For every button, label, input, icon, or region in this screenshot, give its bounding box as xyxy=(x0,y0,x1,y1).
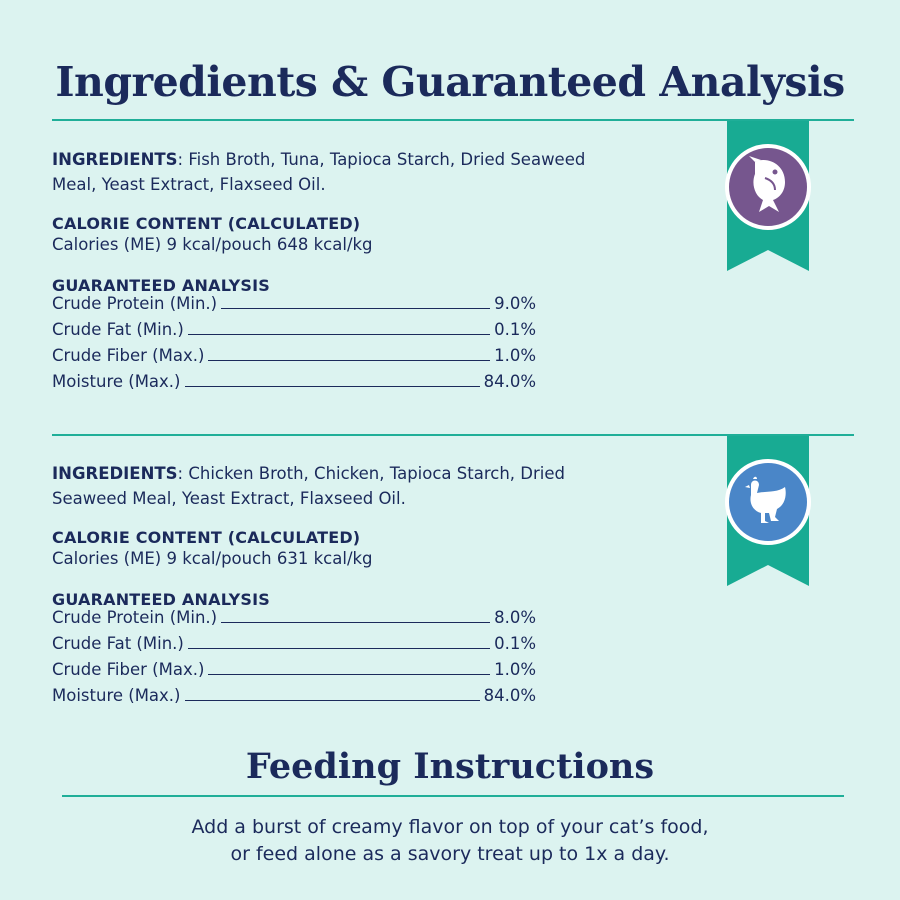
ingredients-text: INGREDIENTS: Chicken Broth, Chicken, Tap… xyxy=(52,461,632,511)
feeding-line-1: Add a burst of creamy flavor on top of y… xyxy=(191,816,709,838)
analysis-heading: GUARANTEED ANALYSIS xyxy=(52,590,270,609)
leader-line xyxy=(221,622,491,623)
calorie-heading: CALORIE CONTENT (CALCULATED) xyxy=(52,214,361,233)
ingredients-line-2: Seaweed Meal, Yeast Extract, Flaxseed Oi… xyxy=(52,489,406,508)
analysis-name: Moisture (Max.) xyxy=(52,372,181,391)
analysis-value: 0.1% xyxy=(494,320,536,339)
feeding-text: Add a burst of creamy flavor on top of y… xyxy=(0,814,900,868)
analysis-row: Moisture (Max.) 84.0% xyxy=(52,367,536,393)
analysis-table: Crude Protein (Min.) 8.0% Crude Fat (Min.… xyxy=(52,603,632,707)
analysis-row: Crude Fat (Min.) 0.1% xyxy=(52,315,536,341)
title-divider xyxy=(52,119,854,121)
feeding-title: Feeding Instructions xyxy=(245,746,655,787)
chicken-badge xyxy=(725,459,811,545)
leader-line xyxy=(184,386,480,387)
analysis-value: 0.1% xyxy=(494,634,536,653)
fish-badge xyxy=(725,144,811,230)
product-fish: INGREDIENTS: Fish Broth, Tuna, Tapioca S… xyxy=(52,147,632,393)
feeding-line-2: or feed alone as a savory treat up to 1x… xyxy=(230,843,670,865)
analysis-name: Crude Protein (Min.) xyxy=(52,294,218,313)
analysis-value: 9.0% xyxy=(494,294,536,313)
ingredients-label: INGREDIENTS xyxy=(52,464,178,483)
section-divider xyxy=(52,434,854,436)
analysis-row: Crude Fiber (Max.) 1.0% xyxy=(52,341,536,367)
calorie-heading: CALORIE CONTENT (CALCULATED) xyxy=(52,528,361,547)
analysis-heading: GUARANTEED ANALYSIS xyxy=(52,276,270,295)
analysis-name: Crude Fiber (Max.) xyxy=(52,346,205,365)
feeding-divider xyxy=(62,795,844,797)
product-chicken: INGREDIENTS: Chicken Broth, Chicken, Tap… xyxy=(52,461,632,707)
analysis-name: Moisture (Max.) xyxy=(52,686,181,705)
ingredients-line-1: : Chicken Broth, Chicken, Tapioca Starch… xyxy=(177,464,565,483)
ingredients-line-2: Meal, Yeast Extract, Flaxseed Oil. xyxy=(52,175,326,194)
ingredients-label: INGREDIENTS xyxy=(52,150,178,169)
ingredients-line-1: : Fish Broth, Tuna, Tapioca Starch, Drie… xyxy=(177,150,586,169)
ingredients-text: INGREDIENTS: Fish Broth, Tuna, Tapioca S… xyxy=(52,147,632,197)
analysis-value: 84.0% xyxy=(483,686,536,705)
analysis-row: Crude Protein (Min.) 9.0% xyxy=(52,289,536,315)
analysis-name: Crude Fiber (Max.) xyxy=(52,660,205,679)
leader-line xyxy=(221,308,491,309)
analysis-value: 1.0% xyxy=(494,660,536,679)
analysis-value: 1.0% xyxy=(494,346,536,365)
fish-icon xyxy=(741,154,795,220)
leader-line xyxy=(184,700,480,701)
analysis-value: 8.0% xyxy=(494,608,536,627)
analysis-value: 84.0% xyxy=(483,372,536,391)
leader-line xyxy=(208,360,491,361)
analysis-row: Crude Fat (Min.) 0.1% xyxy=(52,629,536,655)
chicken-icon xyxy=(739,471,797,533)
calorie-text: Calories (ME) 9 kcal/pouch 631 kcal/kg xyxy=(52,549,373,568)
leader-line xyxy=(187,334,491,335)
analysis-name: Crude Fat (Min.) xyxy=(52,634,184,653)
leader-line xyxy=(208,674,491,675)
analysis-row: Crude Fiber (Max.) 1.0% xyxy=(52,655,536,681)
analysis-table: Crude Protein (Min.) 9.0% Crude Fat (Min.… xyxy=(52,289,632,393)
analysis-row: Moisture (Max.) 84.0% xyxy=(52,681,536,707)
analysis-row: Crude Protein (Min.) 8.0% xyxy=(52,603,536,629)
calorie-text: Calories (ME) 9 kcal/pouch 648 kcal/kg xyxy=(52,235,373,254)
page-title: Ingredients & Guaranteed Analysis xyxy=(55,58,845,106)
analysis-name: Crude Fat (Min.) xyxy=(52,320,184,339)
leader-line xyxy=(187,648,491,649)
analysis-name: Crude Protein (Min.) xyxy=(52,608,218,627)
